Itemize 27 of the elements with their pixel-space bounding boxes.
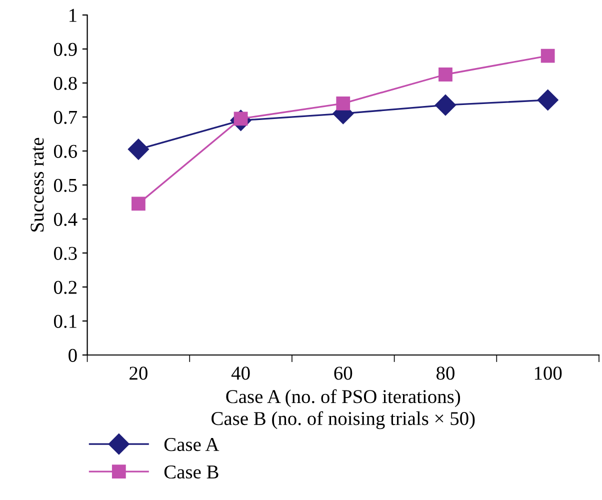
point <box>434 94 456 116</box>
y-axis-title: Success rate <box>30 138 44 232</box>
x-axis-title: Case A (no. of PSO iterations) Case B (no. of noising trials × 50) <box>212 389 475 430</box>
y-tick-label: 0.8 <box>54 76 77 90</box>
legend-label: Case A <box>164 438 220 452</box>
y-tick-label: 0 <box>68 348 77 362</box>
y-tick-label: 0.9 <box>54 42 77 56</box>
legend-label: Case B <box>164 465 218 479</box>
point <box>128 138 149 160</box>
x-tick-label: 100 <box>534 366 562 380</box>
y-tick-label: 1 <box>70 8 76 22</box>
y-tick-label: 0.3 <box>54 246 77 260</box>
x-tick-label: 80 <box>436 366 454 380</box>
x-tick-label: 20 <box>130 366 148 380</box>
point <box>438 68 452 82</box>
point <box>537 89 558 111</box>
y-tick-label: 0.6 <box>54 144 77 158</box>
x-tick-label: 40 <box>231 366 250 380</box>
point <box>132 196 146 211</box>
y-tick-label: 0.1 <box>54 314 76 328</box>
point <box>540 48 555 63</box>
x-tick-label: 60 <box>334 366 352 380</box>
point <box>336 96 350 110</box>
y-tick-label: 0.7 <box>54 110 78 124</box>
y-tick-label: 0.2 <box>54 280 76 294</box>
y-tick-label: 0.5 <box>54 178 77 192</box>
y-tick-label: 0.4 <box>54 212 78 226</box>
